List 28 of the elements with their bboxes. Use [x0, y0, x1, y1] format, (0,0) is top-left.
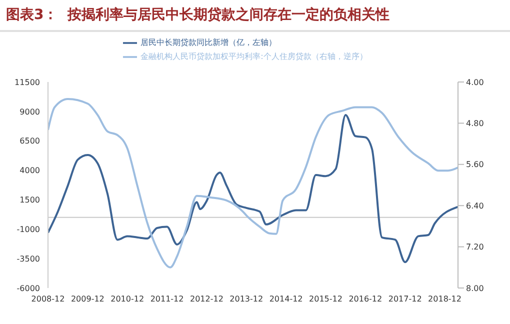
y2-tick-label: 8.00: [466, 284, 484, 293]
y2-tick-label: 5.60: [466, 160, 484, 170]
x-tick-label: 2011-12: [150, 294, 184, 304]
y-tick-label: 4000: [20, 166, 40, 176]
y-tick-label: -6000: [16, 284, 40, 293]
x-tick-label: 2012-12: [190, 294, 224, 304]
y-tick-label: -3500: [16, 254, 40, 264]
x-tick-label: 2008-12: [31, 294, 65, 304]
x-tick-label: 2017-12: [388, 294, 422, 304]
x-tick-label: 2014-12: [269, 294, 303, 304]
x-tick-label: 2018-12: [428, 294, 462, 304]
y-tick-label: 6500: [20, 136, 40, 146]
legend-label: 金融机构人民币贷款加权平均利率:个人住房贷款（右轴，逆序）: [140, 52, 368, 62]
legend-label: 居民中长期贷款同比新增（亿，左轴）: [140, 38, 277, 48]
y2-tick-label: 4.80: [466, 119, 484, 128]
y-tick-label: 1500: [20, 196, 40, 205]
y-tick-label: 9000: [20, 107, 40, 116]
chart-title: 图表3： 按揭利率与居民中长期贷款之间存在一定的负相关性: [0, 0, 510, 32]
x-tick-label: 2013-12: [230, 294, 264, 304]
y2-tick-label: 4.00: [466, 78, 484, 87]
y-tick-label: -1000: [16, 224, 40, 234]
y2-tick-label: 7.20: [466, 242, 484, 252]
x-tick-label: 2016-12: [348, 294, 382, 304]
x-tick-label: 2010-12: [110, 294, 144, 304]
x-tick-label: 2015-12: [309, 294, 342, 304]
y-tick-label: 11500: [14, 78, 40, 87]
y2-tick-label: 6.40: [466, 201, 484, 210]
x-tick-label: 2009-12: [70, 294, 104, 304]
